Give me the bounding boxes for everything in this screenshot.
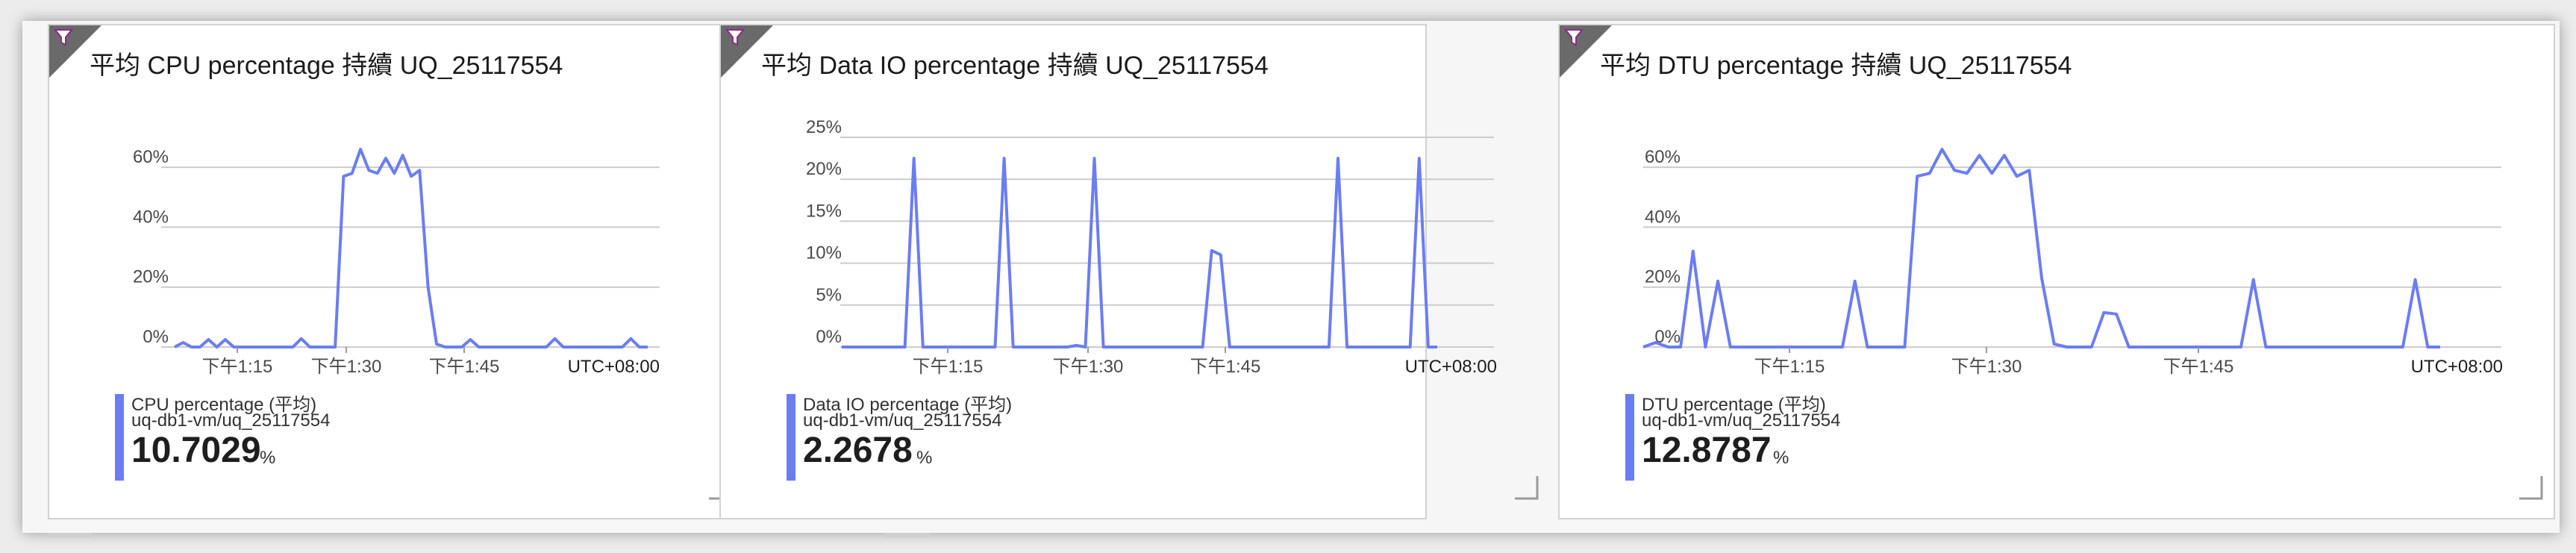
x-tick-label: 下午1:15 xyxy=(202,357,273,377)
legend-unit: % xyxy=(916,448,933,468)
scroll-marker xyxy=(885,533,930,537)
y-tick-label: 5% xyxy=(816,285,842,305)
y-tick-label: 60% xyxy=(1645,147,1681,167)
filter-icon[interactable] xyxy=(721,25,773,78)
legend-resource: uq-db1-vm/uq_25117554 xyxy=(1642,410,1841,431)
legend-resource: uq-db1-vm/uq_25117554 xyxy=(131,410,331,431)
tile-title: 平均 Data IO percentage 持續 UQ_25117554 xyxy=(761,51,1269,80)
x-tick-label: 下午1:15 xyxy=(1754,357,1825,377)
y-tick-label: 60% xyxy=(133,147,169,167)
timezone-label: UTC+08:00 xyxy=(1405,357,1497,377)
timezone-label: UTC+08:00 xyxy=(568,357,660,377)
legend-color-bar xyxy=(115,394,124,481)
tile-title: 平均 CPU percentage 持續 UQ_25117554 xyxy=(90,51,563,80)
y-tick-label: 0% xyxy=(816,327,842,347)
metric-tile-cpu[interactable]: 平均 CPU percentage 持續 UQ_25117554 0% 20% 40… xyxy=(48,24,755,519)
y-tick-label: 10% xyxy=(806,243,842,263)
line-chart[interactable]: 0%20%40%60%下午1:15 下午1:30 下午1:45 UTC+08:00 xyxy=(1560,25,2557,413)
x-tick-label: 下午1:45 xyxy=(2163,357,2234,377)
scroll-marker xyxy=(48,533,93,537)
legend-value: 12.8787 xyxy=(1642,431,1772,470)
x-tick-label: 下午1:30 xyxy=(1053,357,1124,377)
legend-series-name: CPU percentage (平均) xyxy=(131,395,317,415)
filter-icon[interactable] xyxy=(1560,25,1612,78)
legend-resource: uq-db1-vm/uq_25117554 xyxy=(803,410,1002,431)
y-tick-label: 40% xyxy=(1645,207,1681,227)
timezone-label: UTC+08:00 xyxy=(2411,357,2503,377)
y-tick-label: 0% xyxy=(143,327,169,347)
line-chart[interactable]: 0% 20% 40% 60% 下午1:15 下午1:30 下午1:45 UTC+08:00 xyxy=(49,25,757,413)
legend-value: 10.7029 xyxy=(131,431,261,470)
tile-title: 平均 DTU percentage 持續 UQ_25117554 xyxy=(1600,51,2072,80)
legend-color-bar xyxy=(787,394,795,481)
metric-tile-data-io[interactable]: 平均 Data IO percentage 持續 UQ_25117554 0% 5… xyxy=(719,24,1539,519)
y-tick-label: 40% xyxy=(133,207,169,227)
resize-handle-icon[interactable] xyxy=(2516,473,2545,502)
x-tick-label: 下午1:45 xyxy=(429,357,500,377)
filter-icon[interactable] xyxy=(49,25,101,78)
x-tick-label: 下午1:30 xyxy=(1951,357,2022,377)
resize-handle-icon[interactable] xyxy=(1512,473,1540,502)
y-tick-label: 20% xyxy=(133,267,169,287)
x-tick-label: 下午1:30 xyxy=(311,357,382,377)
legend-color-bar xyxy=(1625,394,1634,481)
series-line[interactable] xyxy=(174,148,648,349)
y-tick-label: 20% xyxy=(1645,267,1681,287)
x-tick-label: 下午1:15 xyxy=(913,357,984,377)
metric-tile-dtu[interactable]: 平均 DTU percentage 持續 UQ_25117554 0% 20% 40… xyxy=(1558,24,2555,519)
series-line[interactable] xyxy=(1642,148,2440,349)
series-line[interactable] xyxy=(842,157,1437,349)
y-tick-label: 20% xyxy=(806,159,842,179)
legend-series-name: DTU percentage (平均) xyxy=(1642,395,1826,415)
legend-unit: % xyxy=(260,448,276,468)
y-tick-label: 15% xyxy=(806,201,842,221)
legend-value: 2.2678 xyxy=(803,431,913,470)
legend-unit: % xyxy=(1773,448,1789,468)
legend-series-name: Data IO percentage (平均) xyxy=(803,395,1013,415)
x-tick-label: 下午1:45 xyxy=(1190,357,1261,377)
line-chart[interactable]: 0% 5% 10% 15% 20% 25% 下午1:15 下午1:30 下午1:45 UTC+08… xyxy=(721,25,1557,413)
y-tick-label: 25% xyxy=(806,117,842,137)
